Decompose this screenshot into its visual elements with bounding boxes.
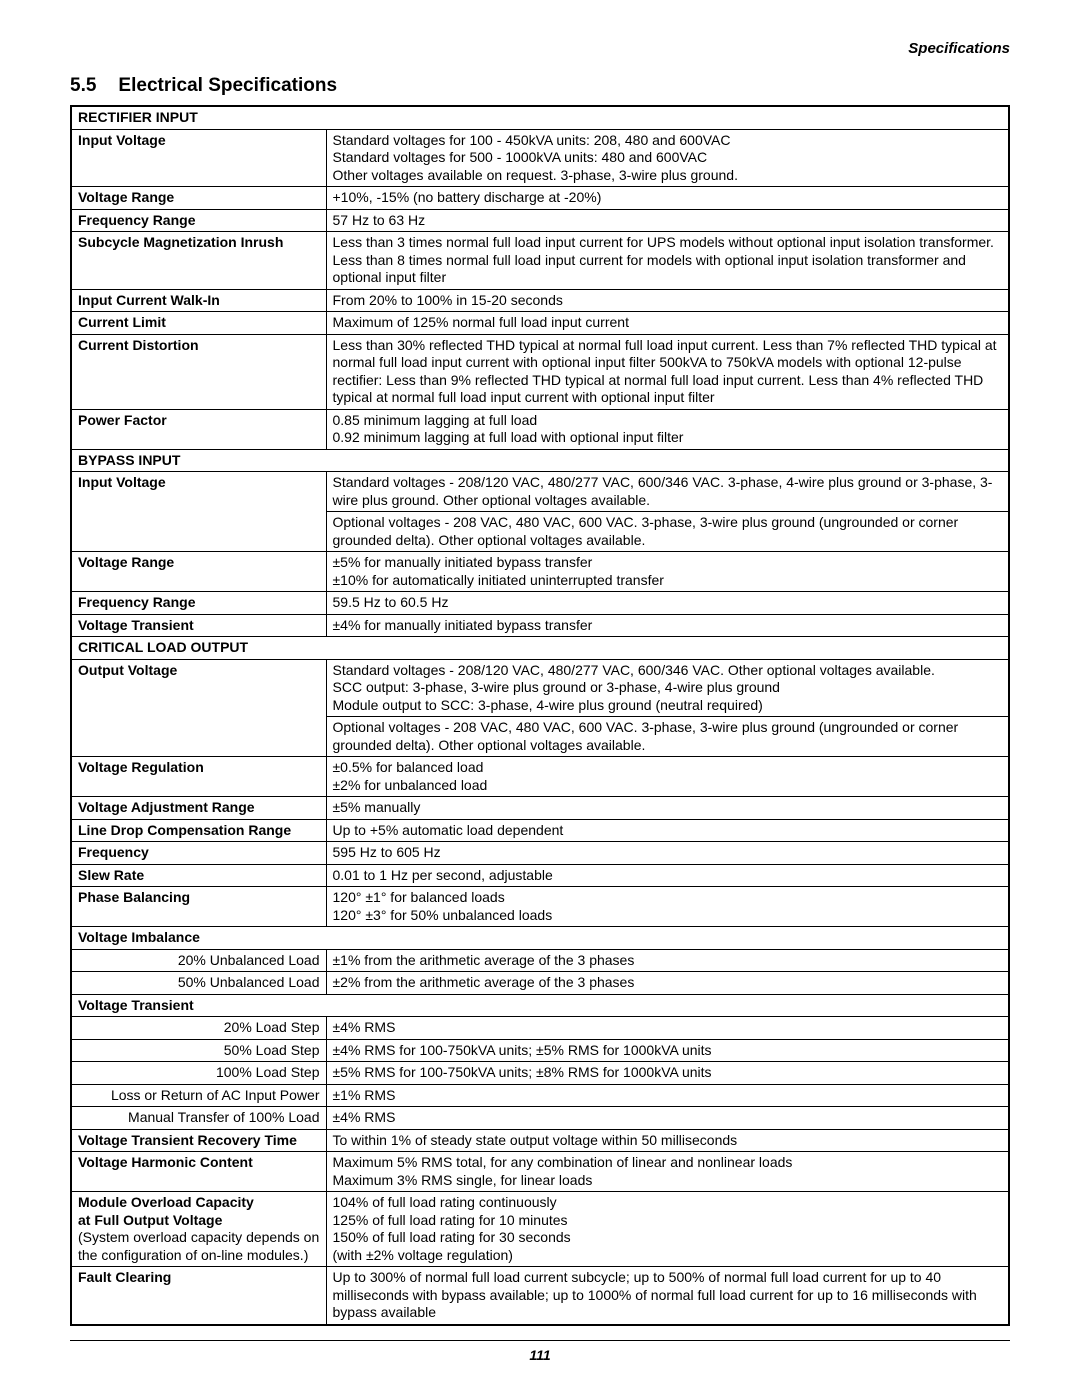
label: Current Limit bbox=[71, 312, 326, 335]
value: ±2% from the arithmetic average of the 3… bbox=[326, 972, 1009, 995]
value: Less than 30% reflected THD typical at n… bbox=[326, 334, 1009, 409]
label: Voltage Regulation bbox=[71, 757, 326, 797]
value: ±4% RMS bbox=[326, 1017, 1009, 1040]
footer-rule bbox=[70, 1340, 1010, 1341]
label: Frequency Range bbox=[71, 592, 326, 615]
overload-note2: the configuration of on-line modules.) bbox=[78, 1247, 308, 1263]
sublabel: 100% Load Step bbox=[71, 1062, 326, 1085]
value: 0.85 minimum lagging at full load 0.92 m… bbox=[326, 409, 1009, 449]
value: ±5% for manually initiated bypass transf… bbox=[326, 552, 1009, 592]
value: 59.5 Hz to 60.5 Hz bbox=[326, 592, 1009, 615]
label: Phase Balancing bbox=[71, 887, 326, 927]
value: 57 Hz to 63 Hz bbox=[326, 209, 1009, 232]
label: Input Voltage bbox=[71, 472, 326, 552]
label: Subcycle Magnetization Inrush bbox=[71, 232, 326, 290]
label: Frequency bbox=[71, 842, 326, 865]
value: ±4% RMS for 100-750kVA units; ±5% RMS fo… bbox=[326, 1039, 1009, 1062]
value: Standard voltages - 208/120 VAC, 480/277… bbox=[326, 659, 1009, 717]
value: Standard voltages for 100 - 450kVA units… bbox=[326, 129, 1009, 187]
value: ±1% from the arithmetic average of the 3… bbox=[326, 949, 1009, 972]
section-number: 5.5 bbox=[70, 75, 96, 96]
label: Output Voltage bbox=[71, 659, 326, 757]
sublabel: 50% Unbalanced Load bbox=[71, 972, 326, 995]
label: Voltage Transient Recovery Time bbox=[71, 1129, 326, 1152]
sublabel: 50% Load Step bbox=[71, 1039, 326, 1062]
value: ±5% manually bbox=[326, 797, 1009, 820]
group-critical: CRITICAL LOAD OUTPUT bbox=[71, 637, 1009, 660]
label: Voltage Adjustment Range bbox=[71, 797, 326, 820]
label: Current Distortion bbox=[71, 334, 326, 409]
page-header: Specifications bbox=[70, 40, 1010, 57]
value: ±4% for manually initiated bypass transf… bbox=[326, 614, 1009, 637]
subheader-imbalance: Voltage Imbalance bbox=[71, 927, 1009, 950]
value: ±5% RMS for 100-750kVA units; ±8% RMS fo… bbox=[326, 1062, 1009, 1085]
group-bypass: BYPASS INPUT bbox=[71, 449, 1009, 472]
label: Fault Clearing bbox=[71, 1267, 326, 1325]
value: Optional voltages - 208 VAC, 480 VAC, 60… bbox=[326, 512, 1009, 552]
value: ±0.5% for balanced load ±2% for unbalanc… bbox=[326, 757, 1009, 797]
value: To within 1% of steady state output volt… bbox=[326, 1129, 1009, 1152]
value: Less than 3 times normal full load input… bbox=[326, 232, 1009, 290]
value: 595 Hz to 605 Hz bbox=[326, 842, 1009, 865]
value: Standard voltages - 208/120 VAC, 480/277… bbox=[326, 472, 1009, 512]
label-overload: Module Overload Capacity at Full Output … bbox=[71, 1192, 326, 1267]
sublabel: 20% Load Step bbox=[71, 1017, 326, 1040]
group-rectifier: RECTIFIER INPUT bbox=[71, 106, 1009, 129]
section-title-text: Electrical Specifications bbox=[118, 75, 337, 96]
overload-line2: at Full Output Voltage bbox=[78, 1212, 222, 1228]
value: ±4% RMS bbox=[326, 1107, 1009, 1130]
subheader-transient: Voltage Transient bbox=[71, 994, 1009, 1017]
page-number: 111 bbox=[70, 1347, 1010, 1363]
value: ±1% RMS bbox=[326, 1084, 1009, 1107]
overload-note1: (System overload capacity depends on bbox=[78, 1229, 319, 1245]
value: Optional voltages - 208 VAC, 480 VAC, 60… bbox=[326, 717, 1009, 757]
sublabel: 20% Unbalanced Load bbox=[71, 949, 326, 972]
label: Power Factor bbox=[71, 409, 326, 449]
label: Voltage Range bbox=[71, 552, 326, 592]
label: Input Current Walk-In bbox=[71, 289, 326, 312]
value: 0.01 to 1 Hz per second, adjustable bbox=[326, 864, 1009, 887]
sublabel: Manual Transfer of 100% Load bbox=[71, 1107, 326, 1130]
label: Voltage Transient bbox=[71, 614, 326, 637]
label: Voltage Range bbox=[71, 187, 326, 210]
value: Maximum 5% RMS total, for any combinatio… bbox=[326, 1152, 1009, 1192]
value: Up to 300% of normal full load current s… bbox=[326, 1267, 1009, 1325]
value: From 20% to 100% in 15-20 seconds bbox=[326, 289, 1009, 312]
label: Slew Rate bbox=[71, 864, 326, 887]
label: Voltage Harmonic Content bbox=[71, 1152, 326, 1192]
section-title: 5.5 Electrical Specifications bbox=[70, 75, 1010, 97]
sublabel: Loss or Return of AC Input Power bbox=[71, 1084, 326, 1107]
spec-table: RECTIFIER INPUT Input VoltageStandard vo… bbox=[70, 105, 1010, 1326]
value: Up to +5% automatic load dependent bbox=[326, 819, 1009, 842]
value: 120° ±1° for balanced loads 120° ±3° for… bbox=[326, 887, 1009, 927]
overload-line1: Module Overload Capacity bbox=[78, 1194, 254, 1210]
label: Frequency Range bbox=[71, 209, 326, 232]
value: Maximum of 125% normal full load input c… bbox=[326, 312, 1009, 335]
value: +10%, -15% (no battery discharge at -20%… bbox=[326, 187, 1009, 210]
label: Input Voltage bbox=[71, 129, 326, 187]
value: 104% of full load rating continuously 12… bbox=[326, 1192, 1009, 1267]
label: Line Drop Compensation Range bbox=[71, 819, 326, 842]
